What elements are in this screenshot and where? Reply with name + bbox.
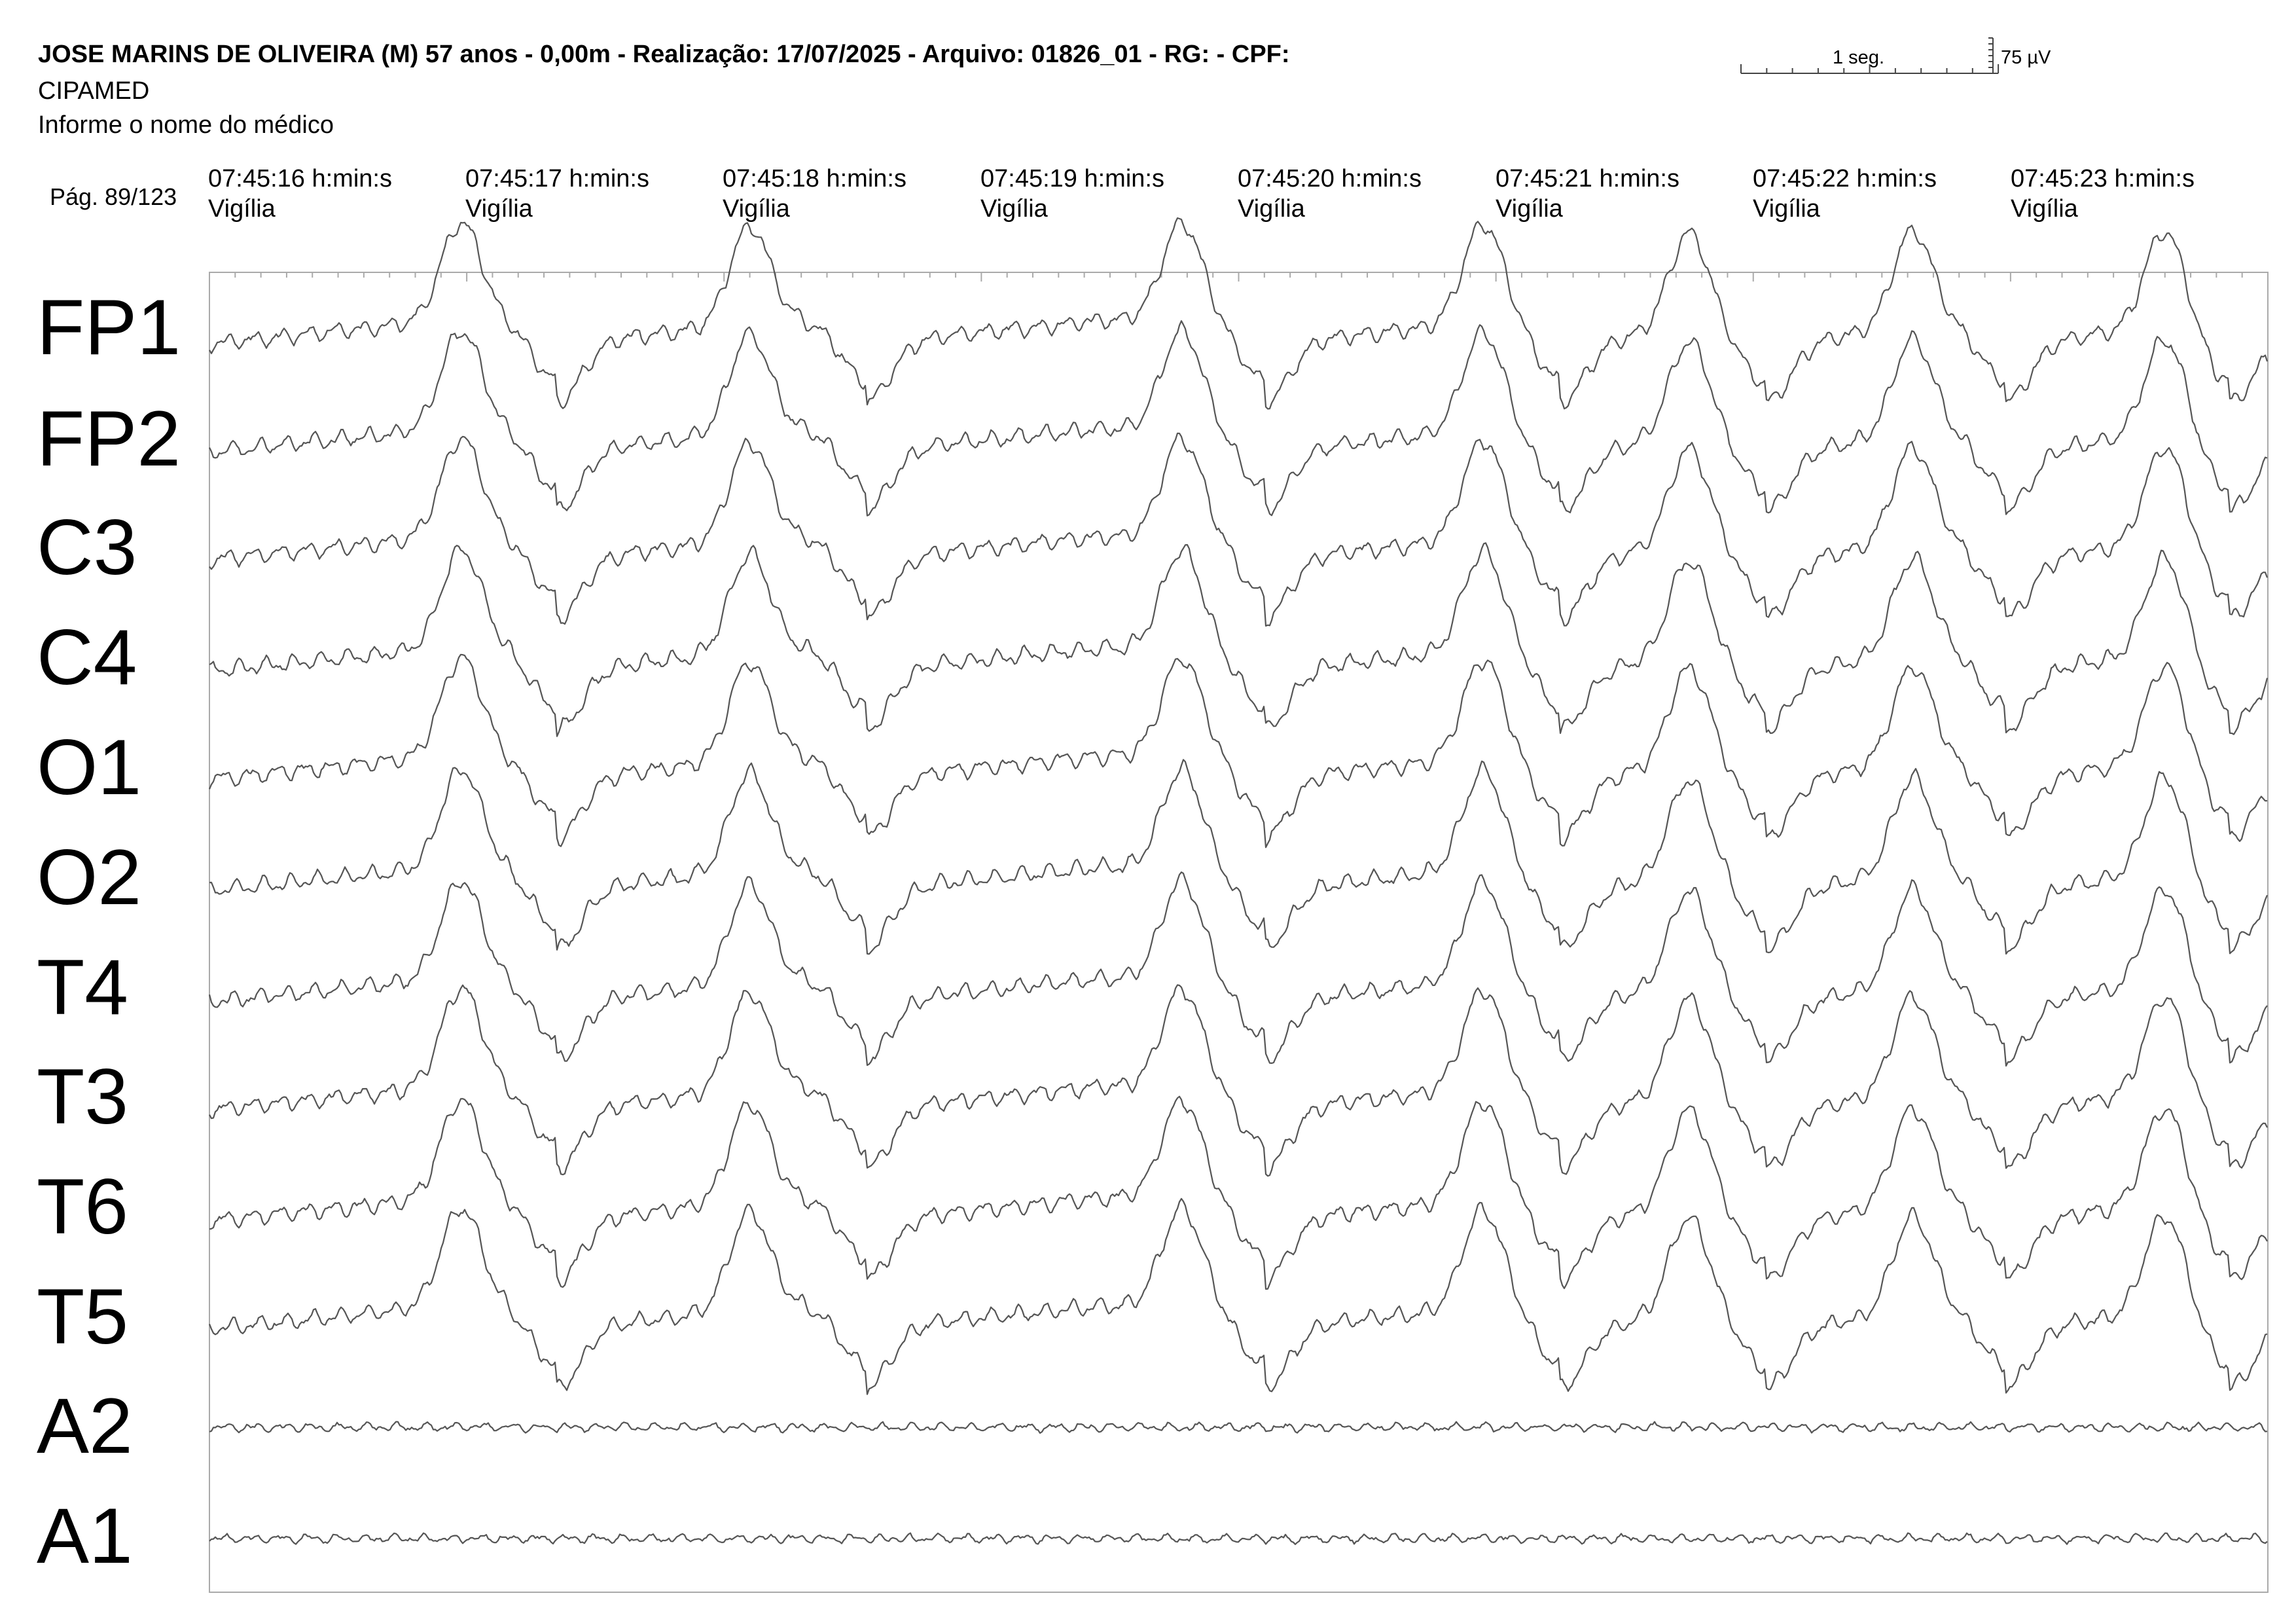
channel-label-t3: T3 — [37, 1053, 129, 1140]
eeg-trace-o2 — [209, 759, 2269, 955]
eeg-trace-c4 — [209, 542, 2269, 737]
epoch-timestamp: 07:45:17 h:min:s Vigília — [465, 165, 649, 223]
plot-frame — [209, 272, 2269, 1593]
channel-label-a2: A2 — [37, 1382, 133, 1470]
epoch-timestamp: 07:45:21 h:min:s Vigília — [1496, 165, 1679, 223]
channel-label-a1: A1 — [37, 1492, 133, 1580]
epoch-timestamp: 07:45:16 h:min:s Vigília — [208, 165, 392, 223]
eeg-trace-a2 — [209, 1421, 2268, 1434]
channel-label-fp1: FP1 — [37, 283, 181, 371]
channel-label-o2: O2 — [37, 833, 142, 921]
eeg-trace-c3 — [209, 432, 2269, 627]
doctor-name: Informe o nome do médico — [38, 111, 334, 139]
eeg-trace-t3 — [209, 984, 2268, 1177]
epoch-timestamp: 07:45:18 h:min:s Vigília — [723, 165, 906, 223]
channel-label-c3: C3 — [37, 503, 137, 591]
eeg-trace-fp2 — [209, 320, 2268, 517]
epoch-timestamp: 07:45:22 h:min:s Vigília — [1753, 165, 1937, 223]
epoch-timestamp: 07:45:20 h:min:s Vigília — [1238, 165, 1422, 223]
page-number: Pág. 89/123 — [50, 183, 177, 210]
patient-header: JOSE MARINS DE OLIVEIRA (M) 57 anos - 0,… — [38, 41, 1290, 68]
eeg-trace-t4 — [208, 871, 2268, 1067]
eeg-trace-fp1 — [209, 217, 2269, 410]
channel-label-t5: T5 — [37, 1273, 129, 1360]
channel-label-o1: O1 — [37, 723, 142, 811]
channel-label-c4: C4 — [37, 613, 137, 701]
eeg-trace-a1 — [209, 1532, 2268, 1545]
channel-label-t4: T4 — [37, 943, 129, 1031]
time-scale-label: 1 seg. — [1833, 47, 1884, 68]
eeg-trace-t6 — [209, 1095, 2268, 1290]
amplitude-scale-label: 75 µV — [2001, 47, 2051, 68]
eeg-trace-t5 — [208, 1197, 2268, 1395]
channel-label-fp2: FP2 — [37, 395, 181, 483]
clinic-name: CIPAMED — [38, 77, 150, 105]
epoch-timestamp: 07:45:19 h:min:s Vigília — [980, 165, 1164, 223]
channel-label-t6: T6 — [37, 1163, 129, 1250]
epoch-timestamp: 07:45:23 h:min:s Vigília — [2011, 165, 2195, 223]
eeg-trace-o1 — [208, 653, 2268, 848]
